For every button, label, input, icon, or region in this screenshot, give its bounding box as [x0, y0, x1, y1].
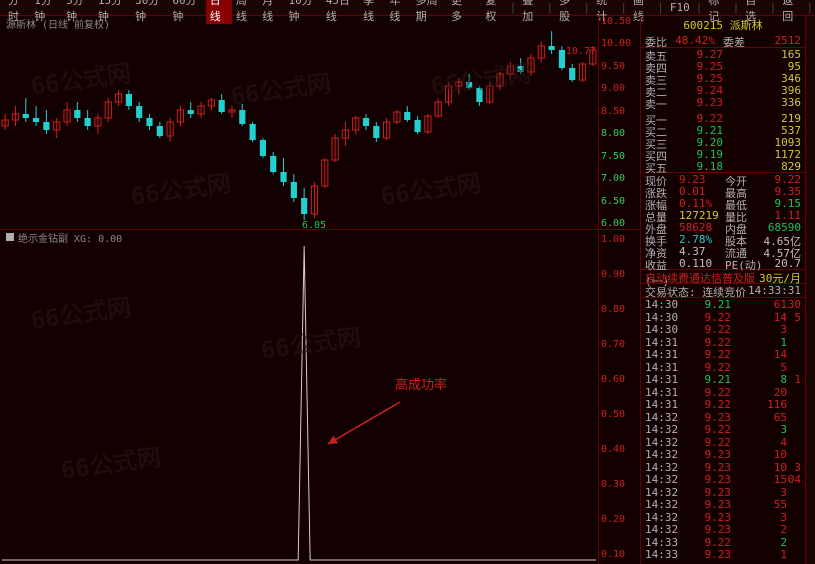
price-low-label: 6.05 [302, 220, 326, 231]
chart-area: 源斯林 (日线 前复权) 10.77 6.05 66公式网 66公式网 66公式… [0, 16, 598, 564]
info-row: 外盘58628内盘68590 [641, 221, 805, 233]
indicator-icon [6, 233, 14, 241]
orderbook-row[interactable]: 买一9.22219 [641, 112, 805, 124]
tick-row: 14:309.22145 [641, 311, 805, 324]
tick-row: 14:329.223 [641, 423, 805, 436]
indicator-pane[interactable]: 高成功率 66公式网 66公式网 66公式网 [0, 244, 598, 564]
tick-row: 14:319.22116 [641, 398, 805, 411]
toolbtn-F10[interactable]: F10 [666, 1, 694, 14]
info-row: 涨跌0.01最高9.35 [641, 185, 805, 197]
orderbook-row[interactable]: 卖一9.23336 [641, 96, 805, 108]
orderbook-row[interactable]: 买四9.191172 [641, 148, 805, 160]
tick-row: 14:319.2181 [641, 373, 805, 386]
orderbook: 卖五9.27165卖四9.2595卖三9.25346卖二9.24396卖一9.2… [641, 48, 805, 173]
quote-info: 现价9.23今开9.22涨跌0.01最高9.35涨幅0.11%最低9.15总量1… [641, 173, 805, 270]
tick-row: 14:329.2365 [641, 411, 805, 424]
tick-row: 14:339.222 [641, 536, 805, 549]
indicator-name: 绝示金钻副 XG: 0.00 [18, 230, 122, 245]
info-row: 现价9.23今开9.22 [641, 173, 805, 185]
info-row: 涨幅0.11%最低9.15 [641, 197, 805, 209]
info-row: 净资4.37流通4.57亿 [641, 245, 805, 257]
info-row: 换手2.78%股本4.65亿 [641, 233, 805, 245]
info-row: 收益(一)0.110PE(动)20.7 [641, 257, 805, 269]
stock-title[interactable]: 600215 派斯林 [641, 16, 805, 34]
orderbook-row[interactable]: 卖三9.25346 [641, 72, 805, 84]
commission-ratio: 委比 48.42% 委差 2512 [641, 34, 805, 48]
price-high-label: 10.77 [566, 46, 596, 57]
tick-row: 14:319.221 [641, 336, 805, 349]
tick-row: 14:319.2220 [641, 386, 805, 399]
trade-status: 交易状态: 连续竞价 14:33:31 [641, 284, 805, 298]
tick-row: 14:329.2310 [641, 448, 805, 461]
tick-row: 14:329.23103 [641, 461, 805, 474]
chart-subtitle: 源斯林 (日线 前复权) [0, 16, 598, 30]
tick-row: 14:329.224 [641, 436, 805, 449]
quote-sidebar: 600215 派斯林 委比 48.42% 委差 2512 卖五9.27165卖四… [640, 16, 805, 564]
tick-row: 14:329.233 [641, 486, 805, 499]
tick-row: 14:329.2355 [641, 498, 805, 511]
renewal-banner[interactable]: 自动续费通达信普及版 30元/月 [641, 270, 805, 284]
stock-code: 600215 [683, 19, 723, 32]
stock-name: 派斯林 [730, 19, 763, 32]
indicator-header: 绝示金钻副 XG: 0.00 [0, 230, 598, 244]
annotation-text: 高成功率 [395, 374, 447, 393]
tick-row: 14:339.231 [641, 548, 805, 561]
tick-row: 14:329.233 [641, 511, 805, 524]
tick-row: 14:329.231504 [641, 473, 805, 486]
right-edge-strip [805, 16, 815, 564]
tick-row: 14:329.232 [641, 523, 805, 536]
orderbook-row[interactable]: 卖五9.27165 [641, 48, 805, 60]
orderbook-row[interactable]: 买二9.21537 [641, 124, 805, 136]
timeframe-toolbar: 分时1分钟5分钟15分钟30分钟60分钟日线周线月线10分钟45日线季线年线多周… [0, 0, 815, 16]
orderbook-row[interactable]: 卖二9.24396 [641, 84, 805, 96]
arrow-annotation [320, 394, 410, 454]
tick-row: 14:319.225 [641, 361, 805, 374]
tick-row: 14:319.2214 [641, 348, 805, 361]
info-row: 总量127219量比1.11 [641, 209, 805, 221]
tick-list[interactable]: 14:309.21613014:309.2214514:309.22314:31… [641, 298, 805, 564]
tick-row: 14:309.223 [641, 323, 805, 336]
tick-row: 14:309.216130 [641, 298, 805, 311]
orderbook-row[interactable]: 买五9.18829 [641, 160, 805, 172]
orderbook-row[interactable]: 卖四9.2595 [641, 60, 805, 72]
y-axis-scale: 10.5010.009.509.008.508.007.507.006.506.… [598, 16, 640, 564]
candlestick-pane[interactable]: 10.77 6.05 66公式网 66公式网 66公式网 66公式网 66公式网 [0, 30, 598, 230]
orderbook-row[interactable]: 买三9.201093 [641, 136, 805, 148]
